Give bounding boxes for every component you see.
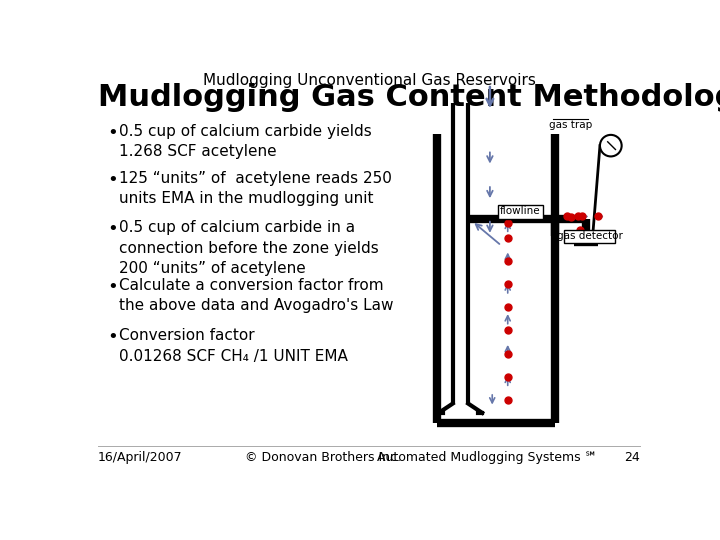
Text: •: • xyxy=(107,124,118,142)
Text: 0.5 cup of calcium carbide in a
connection before the zone yields
200 “units” of: 0.5 cup of calcium carbide in a connecti… xyxy=(120,220,379,276)
Text: 16/April/2007: 16/April/2007 xyxy=(98,451,182,464)
Circle shape xyxy=(600,135,621,157)
Text: gas detector: gas detector xyxy=(557,231,623,241)
FancyBboxPatch shape xyxy=(498,205,543,219)
Text: flowline: flowline xyxy=(500,206,541,216)
Text: © Donovan Brothers Inc.: © Donovan Brothers Inc. xyxy=(245,451,401,464)
Text: 24: 24 xyxy=(624,451,640,464)
Text: •: • xyxy=(107,278,118,296)
Text: gas trap: gas trap xyxy=(549,120,592,130)
Text: 125 “units” of  acetylene reads 250
units EMA in the mudlogging unit: 125 “units” of acetylene reads 250 units… xyxy=(120,171,392,206)
FancyBboxPatch shape xyxy=(564,230,616,244)
Text: •: • xyxy=(107,171,118,189)
Text: 0.5 cup of calcium carbide yields
1.268 SCF acetylene: 0.5 cup of calcium carbide yields 1.268 … xyxy=(120,124,372,159)
Text: •: • xyxy=(107,328,118,346)
Text: •: • xyxy=(107,220,118,238)
Text: Automated Mudlogging Systems ℠: Automated Mudlogging Systems ℠ xyxy=(377,451,597,464)
Text: Mudlogging Gas Content Methodology: Mudlogging Gas Content Methodology xyxy=(98,83,720,112)
Text: Conversion factor
0.01268 SCF CH₄ /1 UNIT EMA: Conversion factor 0.01268 SCF CH₄ /1 UNI… xyxy=(120,328,348,363)
Text: Mudlogging Unconventional Gas Reservoirs: Mudlogging Unconventional Gas Reservoirs xyxy=(202,73,536,87)
Text: Calculate a conversion factor from
the above data and Avogadro's Law: Calculate a conversion factor from the a… xyxy=(120,278,394,314)
